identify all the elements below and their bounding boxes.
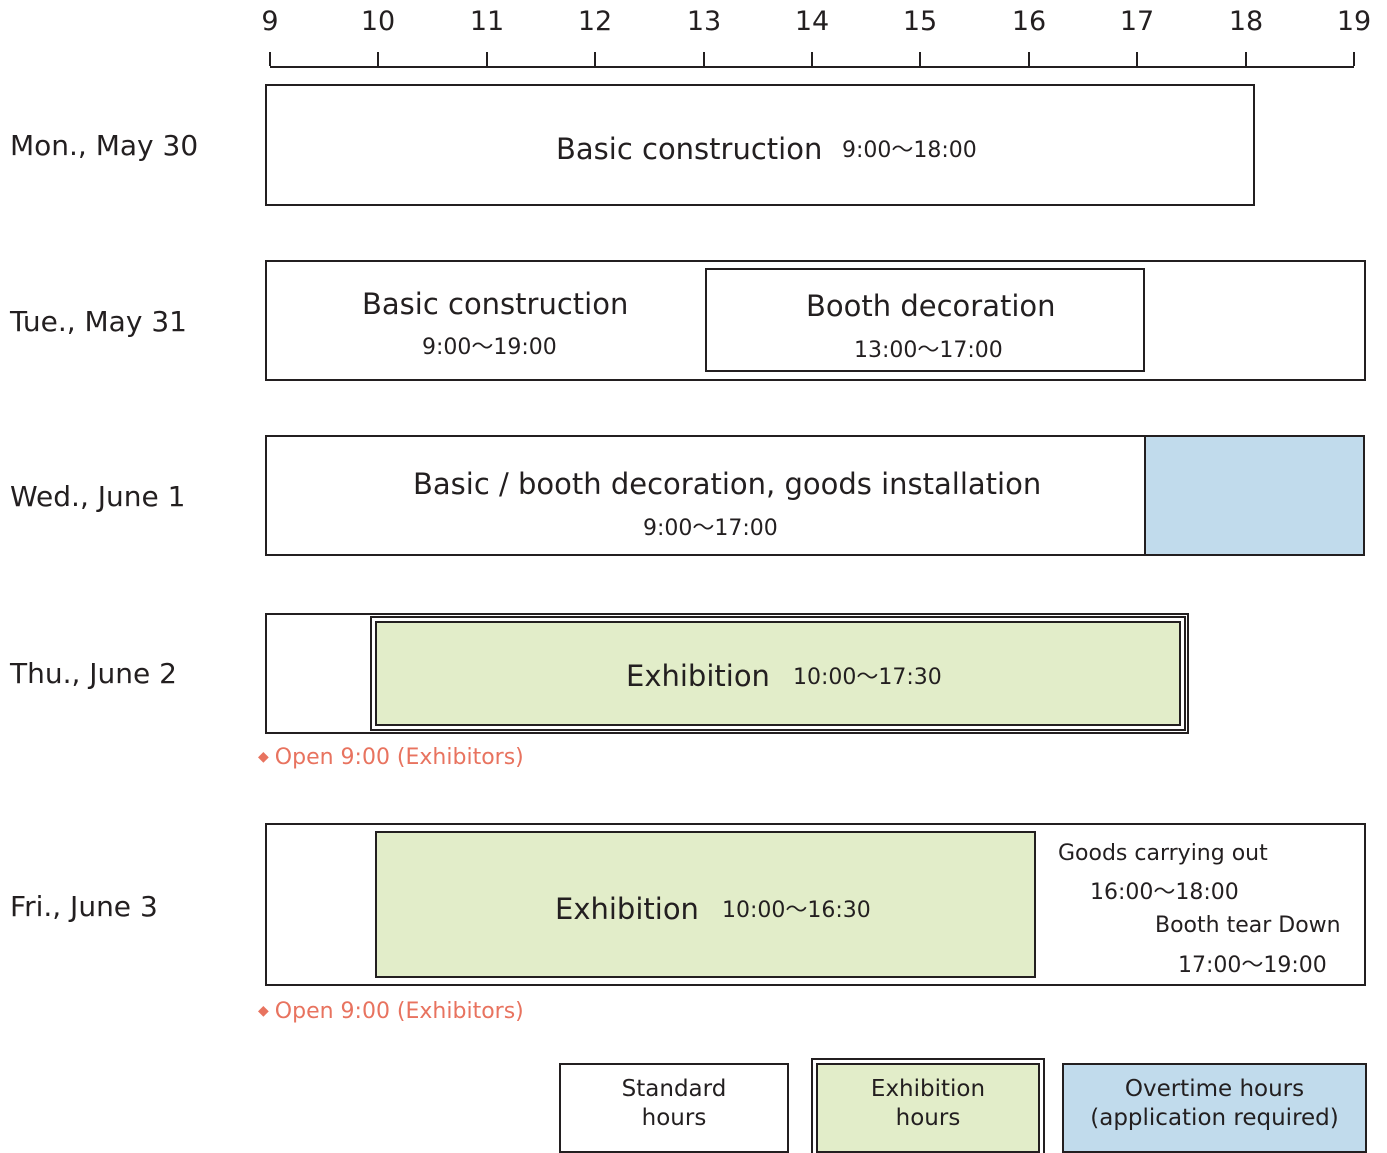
tue-booth-box: Booth decoration 13:00～17:00	[705, 268, 1145, 372]
axis-tick	[486, 52, 488, 66]
axis-tick-label: 17	[1119, 6, 1155, 37]
day-label-wed: Wed., June 1	[10, 480, 186, 513]
axis-tick	[1245, 52, 1247, 66]
legend-standard: Standard hours	[559, 1063, 789, 1153]
axis-tick-label: 11	[469, 6, 505, 37]
legend-exhibition-line2: hours	[895, 1105, 961, 1131]
fri-teardown-time: 17:00～19:00	[1178, 953, 1327, 978]
axis-tick-label: 18	[1228, 6, 1264, 37]
mon-schedule-box: Basic construction 9:00～18:00	[265, 84, 1255, 206]
diamond-icon: ◆	[258, 749, 269, 765]
thu-exhibition-box: Exhibition 10:00～17:30	[375, 621, 1181, 726]
axis-tick	[703, 52, 705, 66]
axis-tick-label: 9	[261, 6, 279, 37]
axis-line	[270, 66, 1354, 68]
axis-tick	[919, 52, 921, 66]
thu-exhibition-time: 10:00～17:30	[793, 665, 942, 690]
axis-tick	[269, 52, 271, 66]
thu-exhibition-title: Exhibition	[626, 659, 770, 693]
axis-tick-label: 10	[360, 6, 396, 37]
legend-overtime: Overtime hours (application required)	[1062, 1063, 1367, 1153]
axis-tick	[594, 52, 596, 66]
wed-schedule-box: Basic / booth decoration, goods installa…	[265, 435, 1146, 556]
axis-tick	[1136, 52, 1138, 66]
wed-activity-time: 9:00～17:00	[643, 516, 778, 541]
legend-overtime-line2: (application required)	[1090, 1105, 1339, 1131]
axis-tick-label: 19	[1336, 6, 1372, 37]
axis-tick-label: 13	[686, 6, 722, 37]
wed-activity-title: Basic / booth decoration, goods installa…	[413, 467, 1042, 501]
axis-tick	[811, 52, 813, 66]
legend-overtime-line1: Overtime hours	[1124, 1076, 1305, 1102]
thu-open-note-text: Open 9:00 (Exhibitors)	[274, 745, 524, 770]
fri-goods-title: Goods carrying out	[1058, 841, 1268, 866]
axis-tick-label: 16	[1011, 6, 1047, 37]
legend-exhibition: Exhibition hours	[816, 1063, 1040, 1153]
axis-tick	[1353, 52, 1355, 66]
diamond-icon: ◆	[258, 1003, 269, 1019]
legend-exhibition-line1: Exhibition	[870, 1076, 986, 1102]
fri-open-note-text: Open 9:00 (Exhibitors)	[274, 999, 524, 1024]
day-label-thu: Thu., June 2	[10, 657, 177, 690]
legend-standard-line2: hours	[641, 1105, 707, 1131]
fri-teardown-title: Booth tear Down	[1155, 913, 1341, 938]
fri-exhibition-title: Exhibition	[555, 892, 699, 926]
day-label-fri: Fri., June 3	[10, 890, 158, 923]
mon-activity-title: Basic construction	[556, 132, 823, 166]
day-label-tue: Tue., May 31	[10, 305, 187, 338]
mon-activity-time: 9:00～18:00	[842, 138, 977, 163]
tue-basic-title: Basic construction	[362, 287, 629, 321]
fri-exhibition-time: 10:00～16:30	[722, 898, 871, 923]
axis-tick-label: 12	[577, 6, 613, 37]
axis-tick-label: 15	[902, 6, 938, 37]
wed-overtime-box	[1144, 435, 1365, 556]
tue-booth-time: 13:00～17:00	[854, 338, 1003, 363]
fri-open-note: ◆ Open 9:00 (Exhibitors)	[258, 996, 524, 1027]
axis-tick-label: 14	[794, 6, 830, 37]
day-label-mon: Mon., May 30	[10, 129, 199, 162]
tue-booth-title: Booth decoration	[806, 289, 1056, 323]
fri-goods-time: 16:00～18:00	[1090, 880, 1239, 905]
thu-open-note: ◆ Open 9:00 (Exhibitors)	[258, 742, 524, 773]
axis-tick	[1028, 52, 1030, 66]
fri-exhibition-box: Exhibition 10:00～16:30	[375, 831, 1036, 978]
tue-basic-time: 9:00～19:00	[422, 335, 557, 360]
legend-standard-line1: Standard	[621, 1076, 727, 1102]
axis-tick	[377, 52, 379, 66]
